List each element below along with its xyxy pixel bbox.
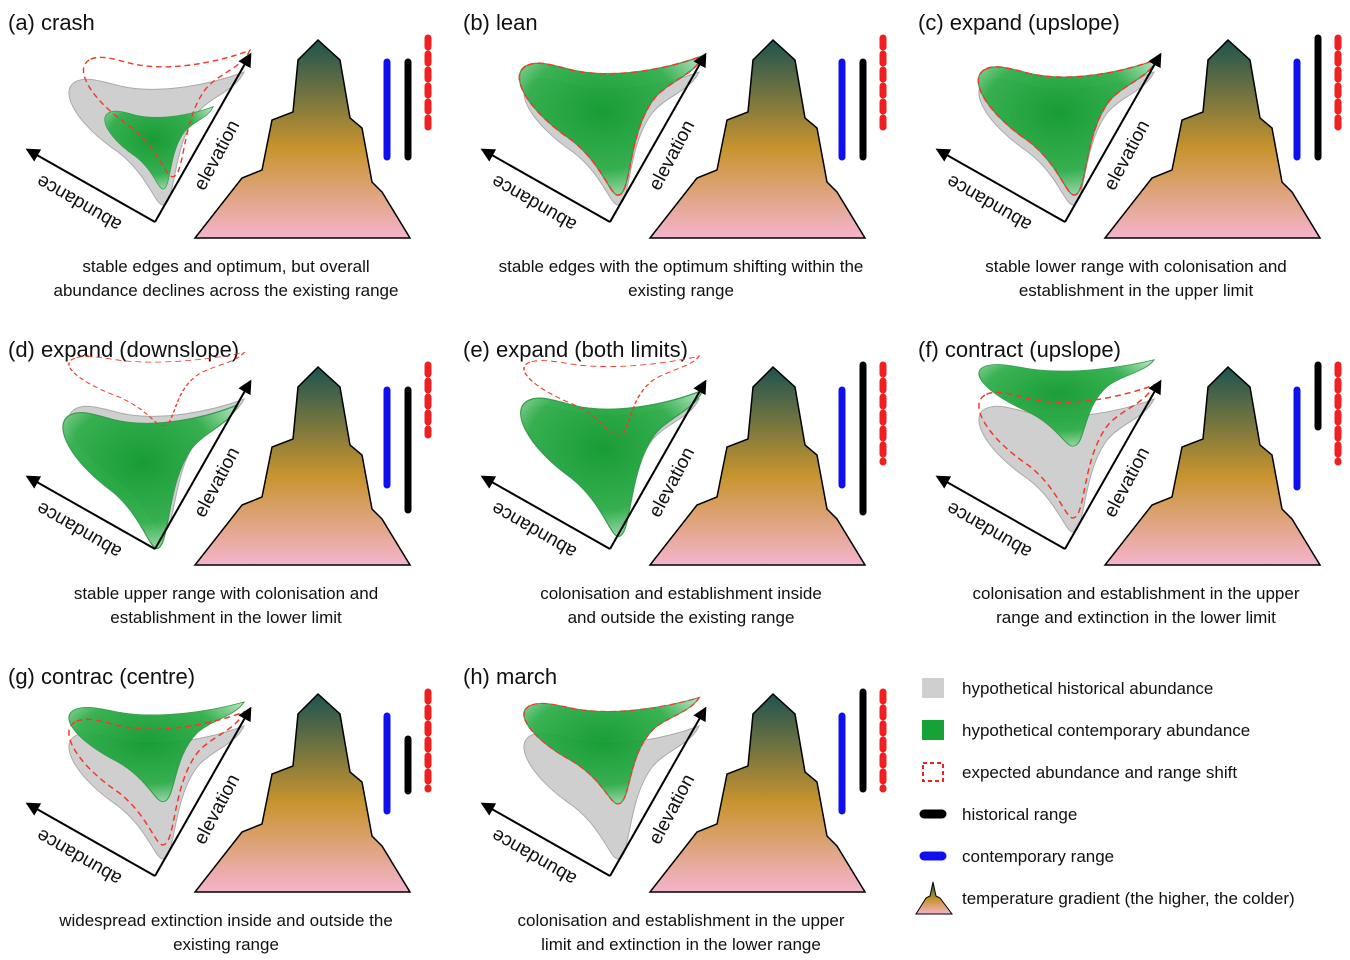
legend-item: contemporary range [924,847,1114,866]
panel-title: (b) lean [463,10,538,35]
elevation-label: elevation [190,771,244,848]
panel-title: (g) contrac (centre) [8,664,195,689]
elevation-label: elevation [645,771,699,848]
elevation-label: elevation [190,117,244,194]
panel-caption: stable lower range with colonisation and [985,257,1286,276]
panel-caption: stable edges with the optimum shifting w… [499,257,864,276]
legend-item: hypothetical contemporary abundance [922,720,1250,740]
legend-item: hypothetical historical abundance [922,678,1213,698]
panel-caption: existing range [628,281,734,300]
legend-item: historical range [924,805,1077,824]
legend-label: contemporary range [962,847,1114,866]
panel-caption: establishment in the lower limit [110,608,342,627]
panel-caption: range and extinction in the lower limit [996,608,1276,627]
panel-title: (f) contract (upslope) [918,337,1121,362]
legend-label: expected abundance and range shift [962,763,1237,782]
figure: (a) crashabundanceelevationstable edges … [0,0,1350,955]
legend-item: expected abundance and range shift [923,763,1237,782]
legend-label: temperature gradient (the higher, the co… [962,889,1295,908]
panel: (h) marchabundanceelevationcolonisation … [463,664,883,954]
panel: (f) contract (upslope)abundanceelevation… [918,337,1338,627]
panel: (e) expand (both limits)abundanceelevati… [463,337,883,627]
panel-caption: widespread extinction inside and outside… [58,911,393,930]
legend-icon [922,720,944,740]
panel: (g) contrac (centre)abundanceelevationwi… [8,664,428,954]
panel: (c) expand (upslope)abundanceelevationst… [918,10,1338,300]
panel-caption: existing range [173,935,279,954]
legend-icon [922,678,944,698]
elevation-label: elevation [1100,444,1154,521]
panel-title: (c) expand (upslope) [918,10,1120,35]
panel-caption: limit and extinction in the lower range [541,935,821,954]
panel-caption: colonisation and establishment in the up… [518,911,845,930]
panel-caption: stable edges and optimum, but overall [82,257,369,276]
panel-caption: colonisation and establishment inside [540,584,822,603]
panel-caption: and outside the existing range [568,608,795,627]
panel-title: (h) march [463,664,557,689]
legend-label: historical range [962,805,1077,824]
panel-caption: abundance declines across the existing r… [54,281,399,300]
legend-icon [916,882,952,914]
legend-icon [923,763,943,781]
panel-title: (e) expand (both limits) [463,337,688,362]
legend-item: temperature gradient (the higher, the co… [916,882,1295,914]
panel-title: (d) expand (downslope) [8,337,239,362]
panel-title: (a) crash [8,10,95,35]
elevation-label: elevation [1100,117,1154,194]
panel: (d) expand (downslope)abundanceelevation… [8,337,428,627]
panel-caption: colonisation and establishment in the up… [973,584,1300,603]
legend-label: hypothetical contemporary abundance [962,721,1250,740]
page: (a) crashabundanceelevationstable edges … [0,0,1350,955]
elevation-label: elevation [645,117,699,194]
legend-label: hypothetical historical abundance [962,679,1213,698]
elevation-label: elevation [645,444,699,521]
legend: hypothetical historical abundance hypothe… [916,678,1295,914]
panel-caption: establishment in the upper limit [1019,281,1254,300]
panel-caption: stable upper range with colonisation and [74,584,378,603]
elevation-label: elevation [190,444,244,521]
